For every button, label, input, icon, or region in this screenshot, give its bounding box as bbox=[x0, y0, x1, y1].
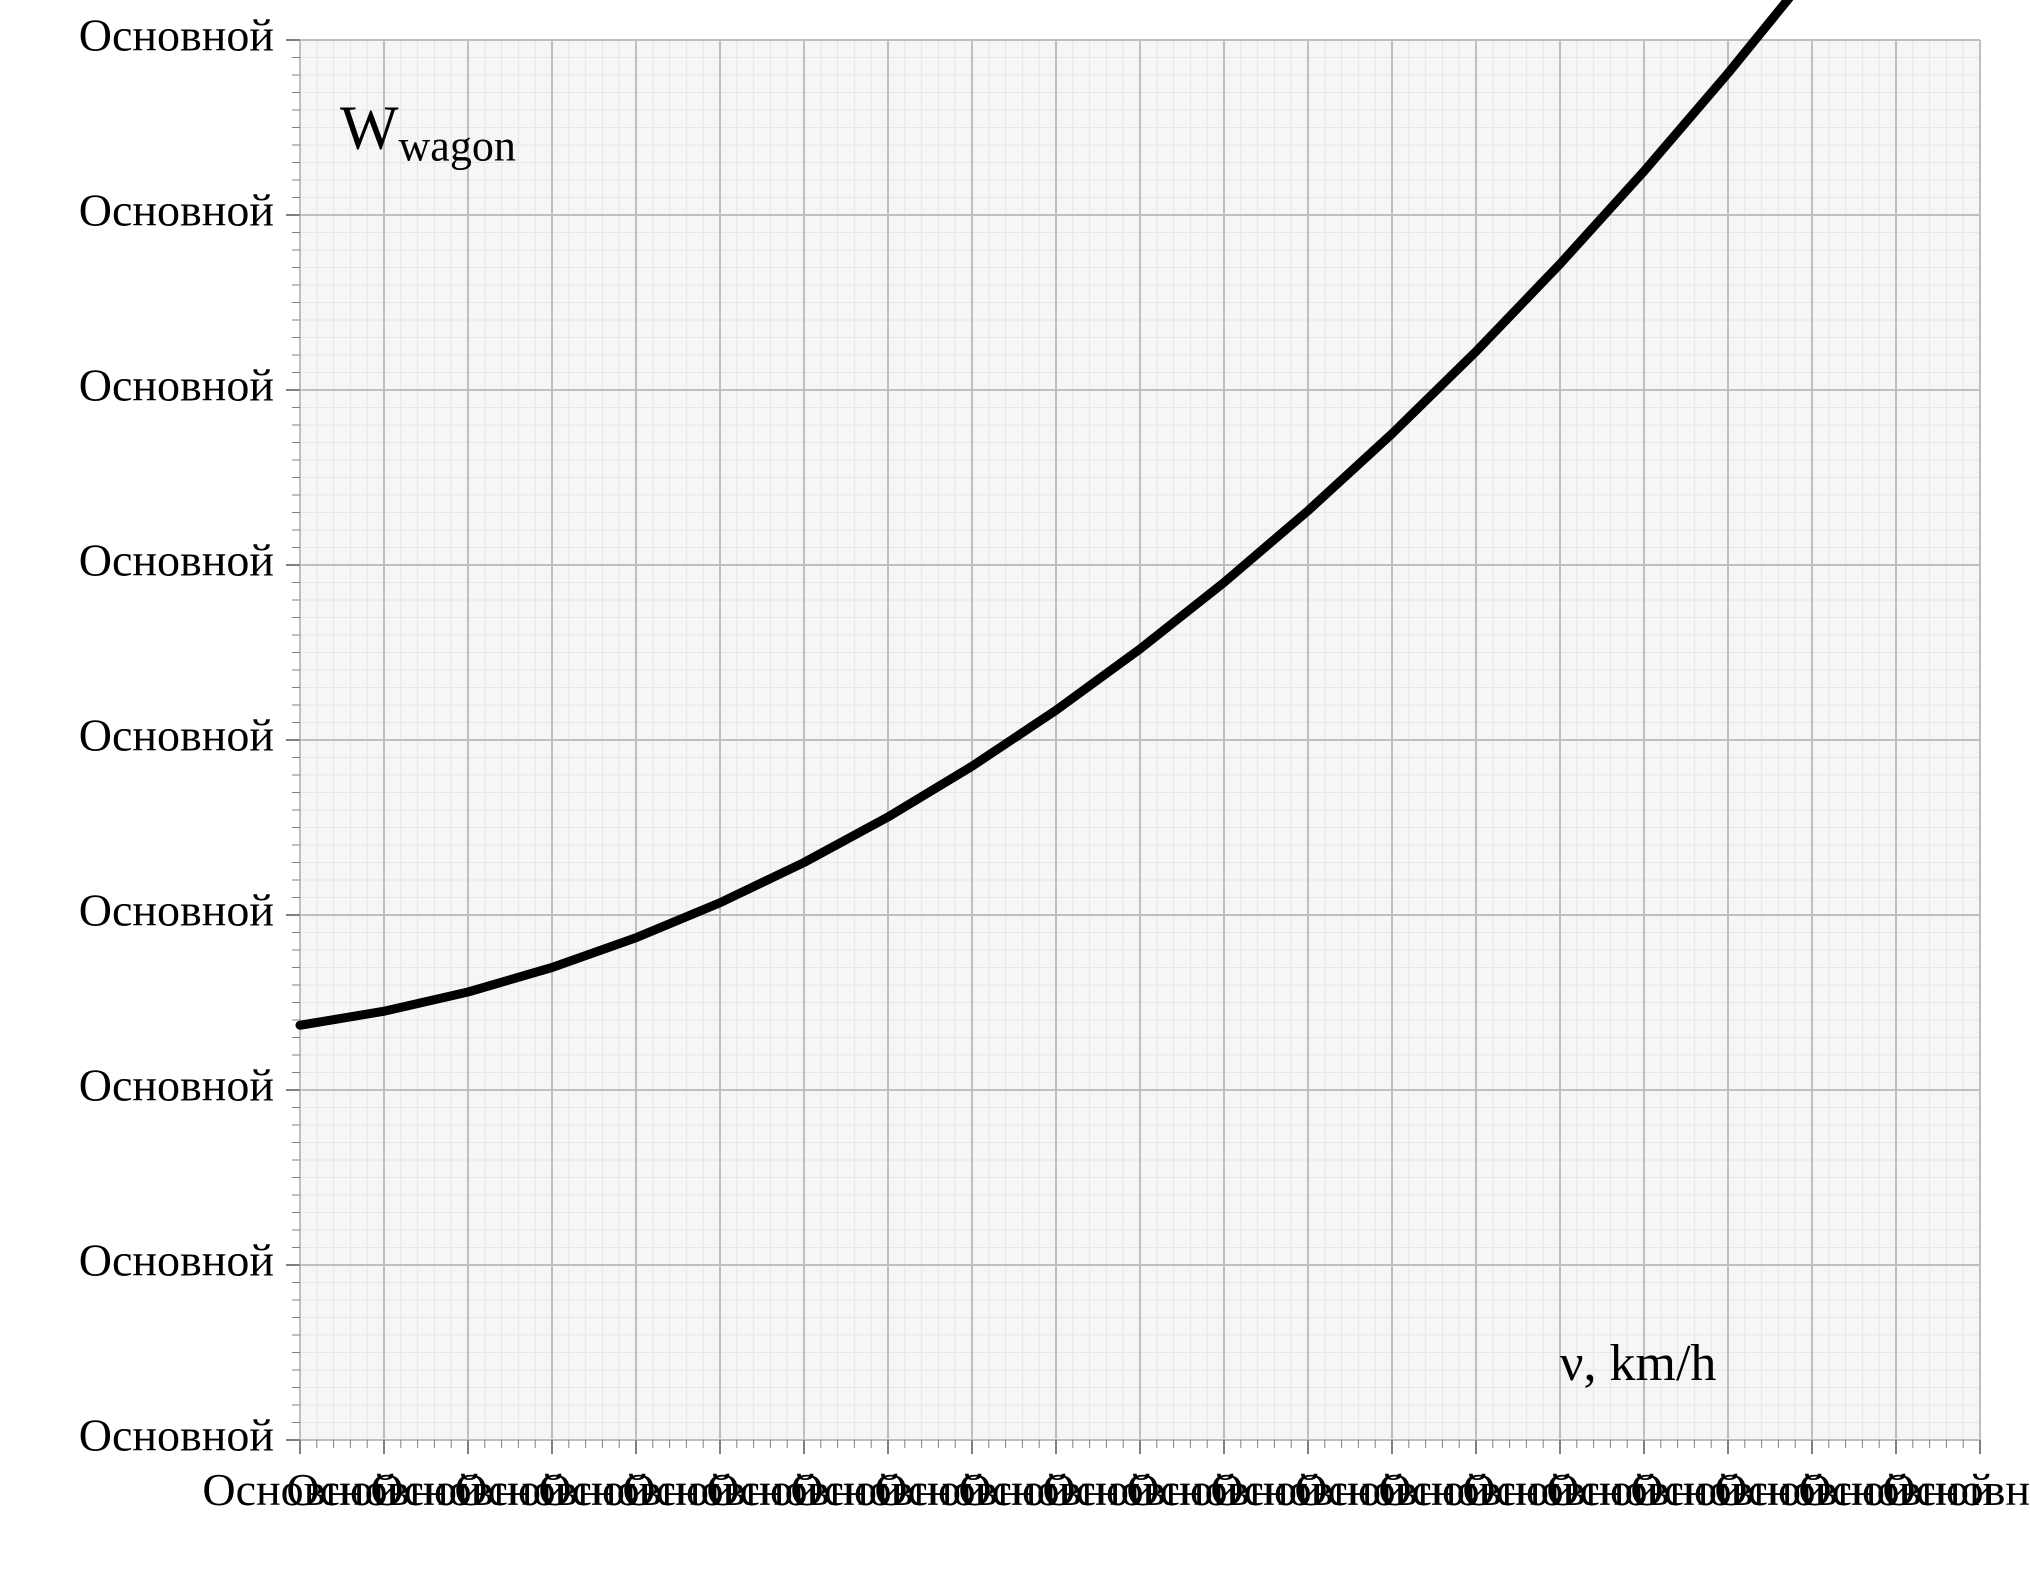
y-tick-label: Основной bbox=[79, 1060, 274, 1111]
y-tick-label: Основной bbox=[79, 10, 274, 61]
chart-container: Основной Основной Основной Основной Основной… bbox=[0, 0, 2030, 1574]
x-axis-title: ν, km/h bbox=[1560, 1335, 1716, 1392]
chart-svg: Основной Основной Основной Основной Основной… bbox=[0, 0, 2030, 1574]
y-tick-label: Основной bbox=[79, 885, 274, 936]
y-tick-label: Основной bbox=[79, 185, 274, 236]
y-tick-label: Основной bbox=[79, 360, 274, 411]
y-tick-label: Основной bbox=[79, 710, 274, 761]
y-tick-label: Основной bbox=[79, 1410, 274, 1461]
major-grid bbox=[300, 40, 1980, 1440]
y-tick-label: Основной bbox=[79, 1235, 274, 1286]
y-tick-label: Основной bbox=[79, 535, 274, 586]
x-tick-label: Основной bbox=[1882, 1464, 2030, 1515]
